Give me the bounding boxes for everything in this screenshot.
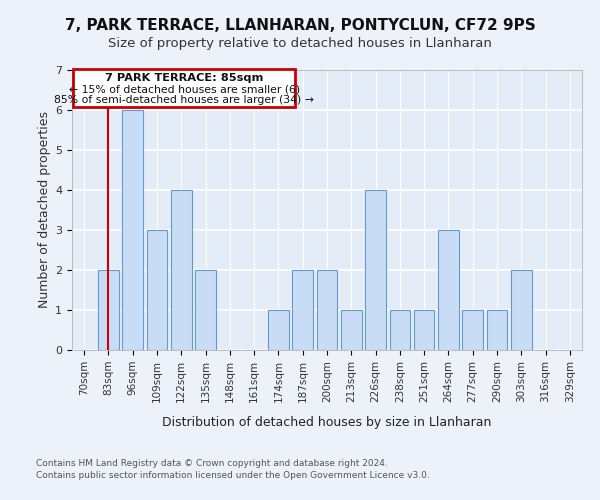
Text: ← 15% of detached houses are smaller (6): ← 15% of detached houses are smaller (6) — [69, 84, 300, 94]
Bar — [98, 270, 119, 350]
Y-axis label: Number of detached properties: Number of detached properties — [38, 112, 51, 308]
Bar — [438, 230, 459, 350]
Bar — [511, 270, 532, 350]
Bar — [365, 190, 386, 350]
Text: 7 PARK TERRACE: 85sqm: 7 PARK TERRACE: 85sqm — [105, 73, 263, 83]
Bar — [171, 190, 191, 350]
Bar — [317, 270, 337, 350]
Bar — [341, 310, 362, 350]
Text: Contains HM Land Registry data © Crown copyright and database right 2024.: Contains HM Land Registry data © Crown c… — [36, 460, 388, 468]
Bar — [389, 310, 410, 350]
Bar — [146, 230, 167, 350]
Bar — [463, 310, 483, 350]
Bar — [414, 310, 434, 350]
Bar — [122, 110, 143, 350]
Text: Size of property relative to detached houses in Llanharan: Size of property relative to detached ho… — [108, 38, 492, 51]
Text: 7, PARK TERRACE, LLANHARAN, PONTYCLUN, CF72 9PS: 7, PARK TERRACE, LLANHARAN, PONTYCLUN, C… — [65, 18, 535, 32]
Bar — [487, 310, 508, 350]
FancyBboxPatch shape — [73, 69, 295, 107]
Bar — [292, 270, 313, 350]
Text: 85% of semi-detached houses are larger (34) →: 85% of semi-detached houses are larger (… — [55, 95, 314, 105]
Bar — [195, 270, 216, 350]
Bar — [268, 310, 289, 350]
Text: Distribution of detached houses by size in Llanharan: Distribution of detached houses by size … — [163, 416, 491, 429]
Text: Contains public sector information licensed under the Open Government Licence v3: Contains public sector information licen… — [36, 472, 430, 480]
